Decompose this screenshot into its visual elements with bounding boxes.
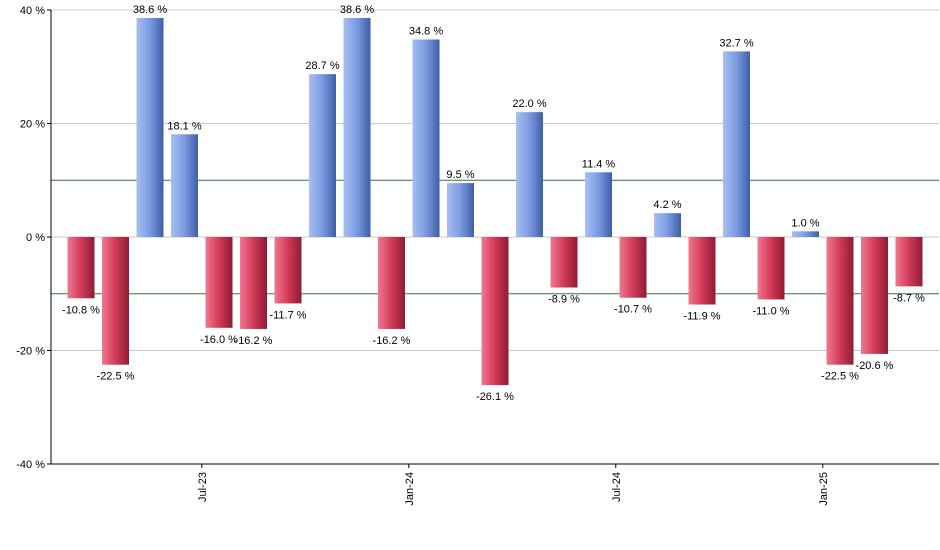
bar-negative [861,237,888,354]
bar-positive [447,183,474,237]
data-label: -16.0 % [200,334,238,346]
data-label: 9.5 % [446,169,474,181]
data-label: -11.0 % [752,305,789,317]
x-tick-label: Jul-24 [611,472,623,502]
data-label: 18.1 % [167,120,201,132]
data-label: 22.0 % [512,98,546,110]
bar-negative [240,237,267,329]
data-label: -11.7 % [269,309,306,321]
y-tick-label: 0 % [26,232,45,244]
data-label: 1.0 % [791,217,819,229]
data-labels: -10.8 %-22.5 %38.6 %18.1 %-16.0 %-16.2 %… [62,4,925,403]
bar-negative [895,237,923,287]
bar-negative [481,237,509,386]
bar-positive [723,51,750,237]
bar-negative [205,237,233,328]
data-label: 4.2 % [653,199,681,211]
data-label: -10.7 % [614,304,652,316]
bar-positive [343,17,371,237]
data-label: 34.8 % [409,26,443,38]
bar-negative [102,237,129,365]
data-label: -26.1 % [476,391,514,403]
data-label: -16.2 % [373,335,411,347]
data-label: -10.8 % [62,304,100,316]
data-label: -20.6 % [856,360,894,372]
bar-negative [619,237,647,298]
y-tick-label: 40 % [20,5,45,17]
x-tick-labels: Jul-23 Jan-24 Jul-24 Jan-25 [197,472,830,506]
data-label: -11.9 % [683,311,720,323]
bar-positive [516,112,543,237]
bar-positive [171,134,198,237]
data-label: -22.5 % [821,371,859,383]
bar-negative [550,237,578,288]
bar-positive [792,231,819,237]
x-tick-label: Jan-25 [818,472,830,506]
bar-negative [378,237,405,329]
x-tick-label: Jan-24 [404,472,416,506]
axes [47,9,939,468]
data-label: 28.7 % [305,60,339,72]
bar-negative [274,237,302,304]
bar-positive [309,74,336,237]
y-tick-labels: 40 % 20 % 0 % -20 % -40 % [16,5,45,471]
y-tick-label: -20 % [16,346,45,358]
bar-negative [67,237,95,299]
y-tick-label: -40 % [16,459,45,471]
data-label: -16.2 % [235,335,273,347]
bar-negative [757,237,785,300]
bar-negative [688,237,716,305]
data-label: -8.7 % [893,292,925,304]
bar-positive [136,17,164,237]
bar-positive [654,213,681,237]
data-label: 38.6 % [133,4,167,16]
bar-positive [585,172,612,237]
data-label: 11.4 % [582,158,616,170]
y-tick-label: 20 % [20,119,45,131]
data-label: -8.9 % [548,294,580,306]
data-label: 38.6 % [340,4,374,16]
bar-negative [826,237,854,365]
bars [67,17,923,386]
data-label: -22.5 % [97,371,135,383]
bar-positive [412,39,440,238]
data-label: 32.7 % [719,37,753,49]
x-tick-label: Jul-23 [197,472,209,502]
